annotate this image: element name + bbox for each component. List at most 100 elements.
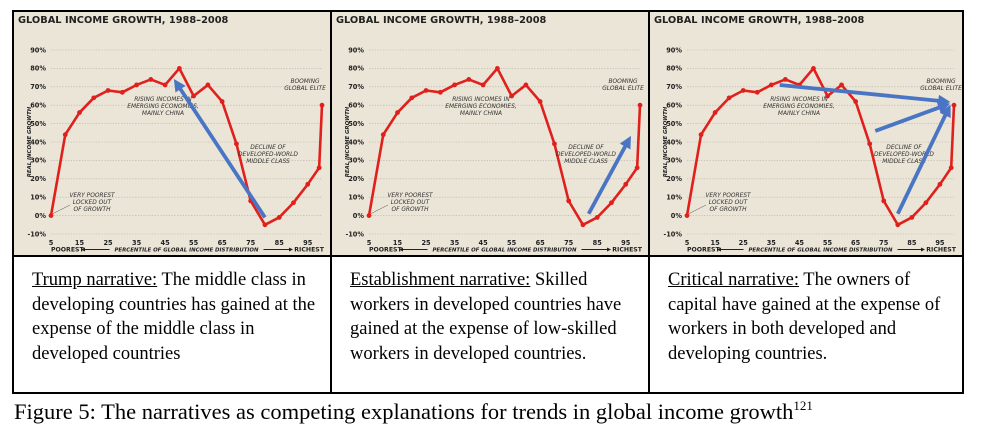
annotation-very-poorest: LOCKED OUT <box>709 200 748 206</box>
income-growth-chart: GLOBAL INCOME GROWTH, 1988–2008 90% 80% 70%… <box>18 15 326 254</box>
x-tick-label: 15 <box>75 239 85 247</box>
data-point <box>768 82 774 88</box>
data-point <box>698 132 704 138</box>
data-point <box>305 181 311 187</box>
annotation-global-elite: BOOMING <box>290 79 320 85</box>
data-point <box>366 213 372 219</box>
data-point <box>134 82 139 88</box>
x-axis-arrowhead-right <box>607 247 611 252</box>
x-tick-label: 85 <box>275 239 285 247</box>
annotation-emerging-economies: RISING INCOMES IN <box>452 97 510 103</box>
data-point <box>867 141 873 147</box>
annotation-very-poorest: VERY POOREST <box>387 193 433 199</box>
y-tick-label: 90% <box>348 46 364 54</box>
x-tick-label: 75 <box>879 239 889 247</box>
annotation-very-poorest: LOCKED OUT <box>391 200 430 206</box>
data-point <box>853 99 859 104</box>
x-left-label: POOREST <box>687 247 721 254</box>
panel-divider <box>650 255 962 257</box>
data-point <box>895 222 901 228</box>
x-tick-label: 45 <box>479 239 489 247</box>
y-tick-label: 70% <box>30 83 46 91</box>
data-point <box>580 222 586 228</box>
data-point <box>811 66 816 71</box>
caption-title: Establishment narrative: <box>350 270 531 290</box>
chart-title: GLOBAL INCOME GROWTH, 1988–2008 <box>18 15 229 26</box>
data-point <box>509 93 515 99</box>
y-tick-label: 50% <box>348 120 364 128</box>
data-point <box>316 165 322 171</box>
chart-title: GLOBAL INCOME GROWTH, 1988–2008 <box>336 15 547 26</box>
y-tick-label: 80% <box>348 65 364 73</box>
annotation-emerging-economies: MAINLY CHINA <box>142 111 184 117</box>
data-point <box>825 93 830 99</box>
income-growth-chart: GLOBAL INCOME GROWTH, 1988–2008 90% 80% 70%… <box>654 15 962 254</box>
data-point <box>48 213 54 219</box>
narrative-arrow <box>896 104 951 215</box>
annotation-very-poorest: VERY POOREST <box>705 193 751 199</box>
data-point <box>951 102 957 108</box>
x-tick-label: 75 <box>246 239 256 247</box>
caption-text: The owners of capital have gained at the… <box>668 270 941 364</box>
data-point <box>62 132 68 138</box>
data-point <box>77 110 82 115</box>
x-tick-label: 55 <box>507 239 517 247</box>
y-tick-label: 40% <box>348 138 364 146</box>
annotation-emerging-economies: EMERGING ECONOMIES, <box>445 104 517 110</box>
data-point <box>494 66 500 71</box>
y-tick-label: 40% <box>30 138 46 146</box>
y-tick-label: 30% <box>348 157 364 165</box>
narrative-arrow <box>586 135 631 215</box>
caption-title: Trump narrative: <box>32 270 158 290</box>
y-tick-label: 10% <box>666 194 682 202</box>
data-point <box>437 89 443 95</box>
y-tick-label: 50% <box>666 120 682 128</box>
x-tick-label: 35 <box>450 239 460 247</box>
data-point <box>726 95 732 101</box>
data-point <box>623 181 629 187</box>
annotation-global-elite: GLOBAL ELITE <box>920 86 962 92</box>
x-tick-label: 25 <box>103 239 113 247</box>
figure-caption-footnote: 121 <box>793 398 813 413</box>
x-tick-label: 5 <box>685 239 690 247</box>
y-tick-label: 0% <box>35 212 47 220</box>
x-tick-label: 25 <box>739 239 749 247</box>
y-tick-label: 0% <box>353 212 365 220</box>
chart-container: GLOBAL INCOME GROWTH, 1988–2008 90% 80% 70%… <box>14 12 330 255</box>
y-axis-label: REAL INCOME GROWTH <box>27 106 33 177</box>
x-axis-arrowhead-left <box>399 247 403 252</box>
data-point <box>423 88 429 93</box>
data-point <box>948 165 954 171</box>
data-point <box>205 82 211 88</box>
x-right-label: RICHEST <box>926 247 956 254</box>
data-point <box>537 99 543 104</box>
annotation-developed-middle-class: MIDDLE CLASS <box>564 159 608 165</box>
chart-container: GLOBAL INCOME GROWTH, 1988–2008 90% 80% 70%… <box>650 12 962 255</box>
data-point <box>466 77 472 82</box>
data-point <box>740 88 746 93</box>
y-tick-label: 90% <box>666 46 682 54</box>
y-tick-label: 70% <box>348 83 364 91</box>
y-tick-label: 40% <box>666 138 682 146</box>
data-point <box>395 110 400 115</box>
x-tick-label: 15 <box>711 239 721 247</box>
y-axis-label: REAL INCOME GROWTH <box>345 106 351 177</box>
x-tick-label: 95 <box>621 239 631 247</box>
data-point <box>219 99 225 104</box>
x-tick-label: 5 <box>49 239 54 247</box>
data-point <box>105 88 111 93</box>
data-point <box>319 102 325 108</box>
y-tick-label: 60% <box>30 102 46 110</box>
annotation-very-poorest: OF GROWTH <box>391 207 429 213</box>
y-tick-label: 80% <box>30 65 46 73</box>
x-tick-label: 15 <box>393 239 403 247</box>
narrative-arrow <box>173 79 267 219</box>
annotation-developed-middle-class: DEVELOPED-WORLD <box>556 152 616 158</box>
data-point <box>291 200 296 206</box>
x-tick-label: 55 <box>189 239 199 247</box>
annotation-developed-middle-class: DEVELOPED-WORLD <box>238 152 298 158</box>
data-point <box>937 181 943 187</box>
x-left-label: POOREST <box>369 247 403 254</box>
data-point <box>119 89 125 95</box>
data-point <box>566 198 572 204</box>
